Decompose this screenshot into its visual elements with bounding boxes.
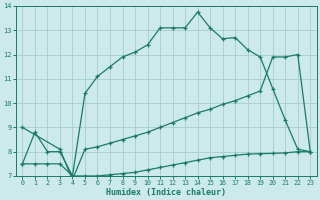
X-axis label: Humidex (Indice chaleur): Humidex (Indice chaleur) (106, 188, 226, 197)
